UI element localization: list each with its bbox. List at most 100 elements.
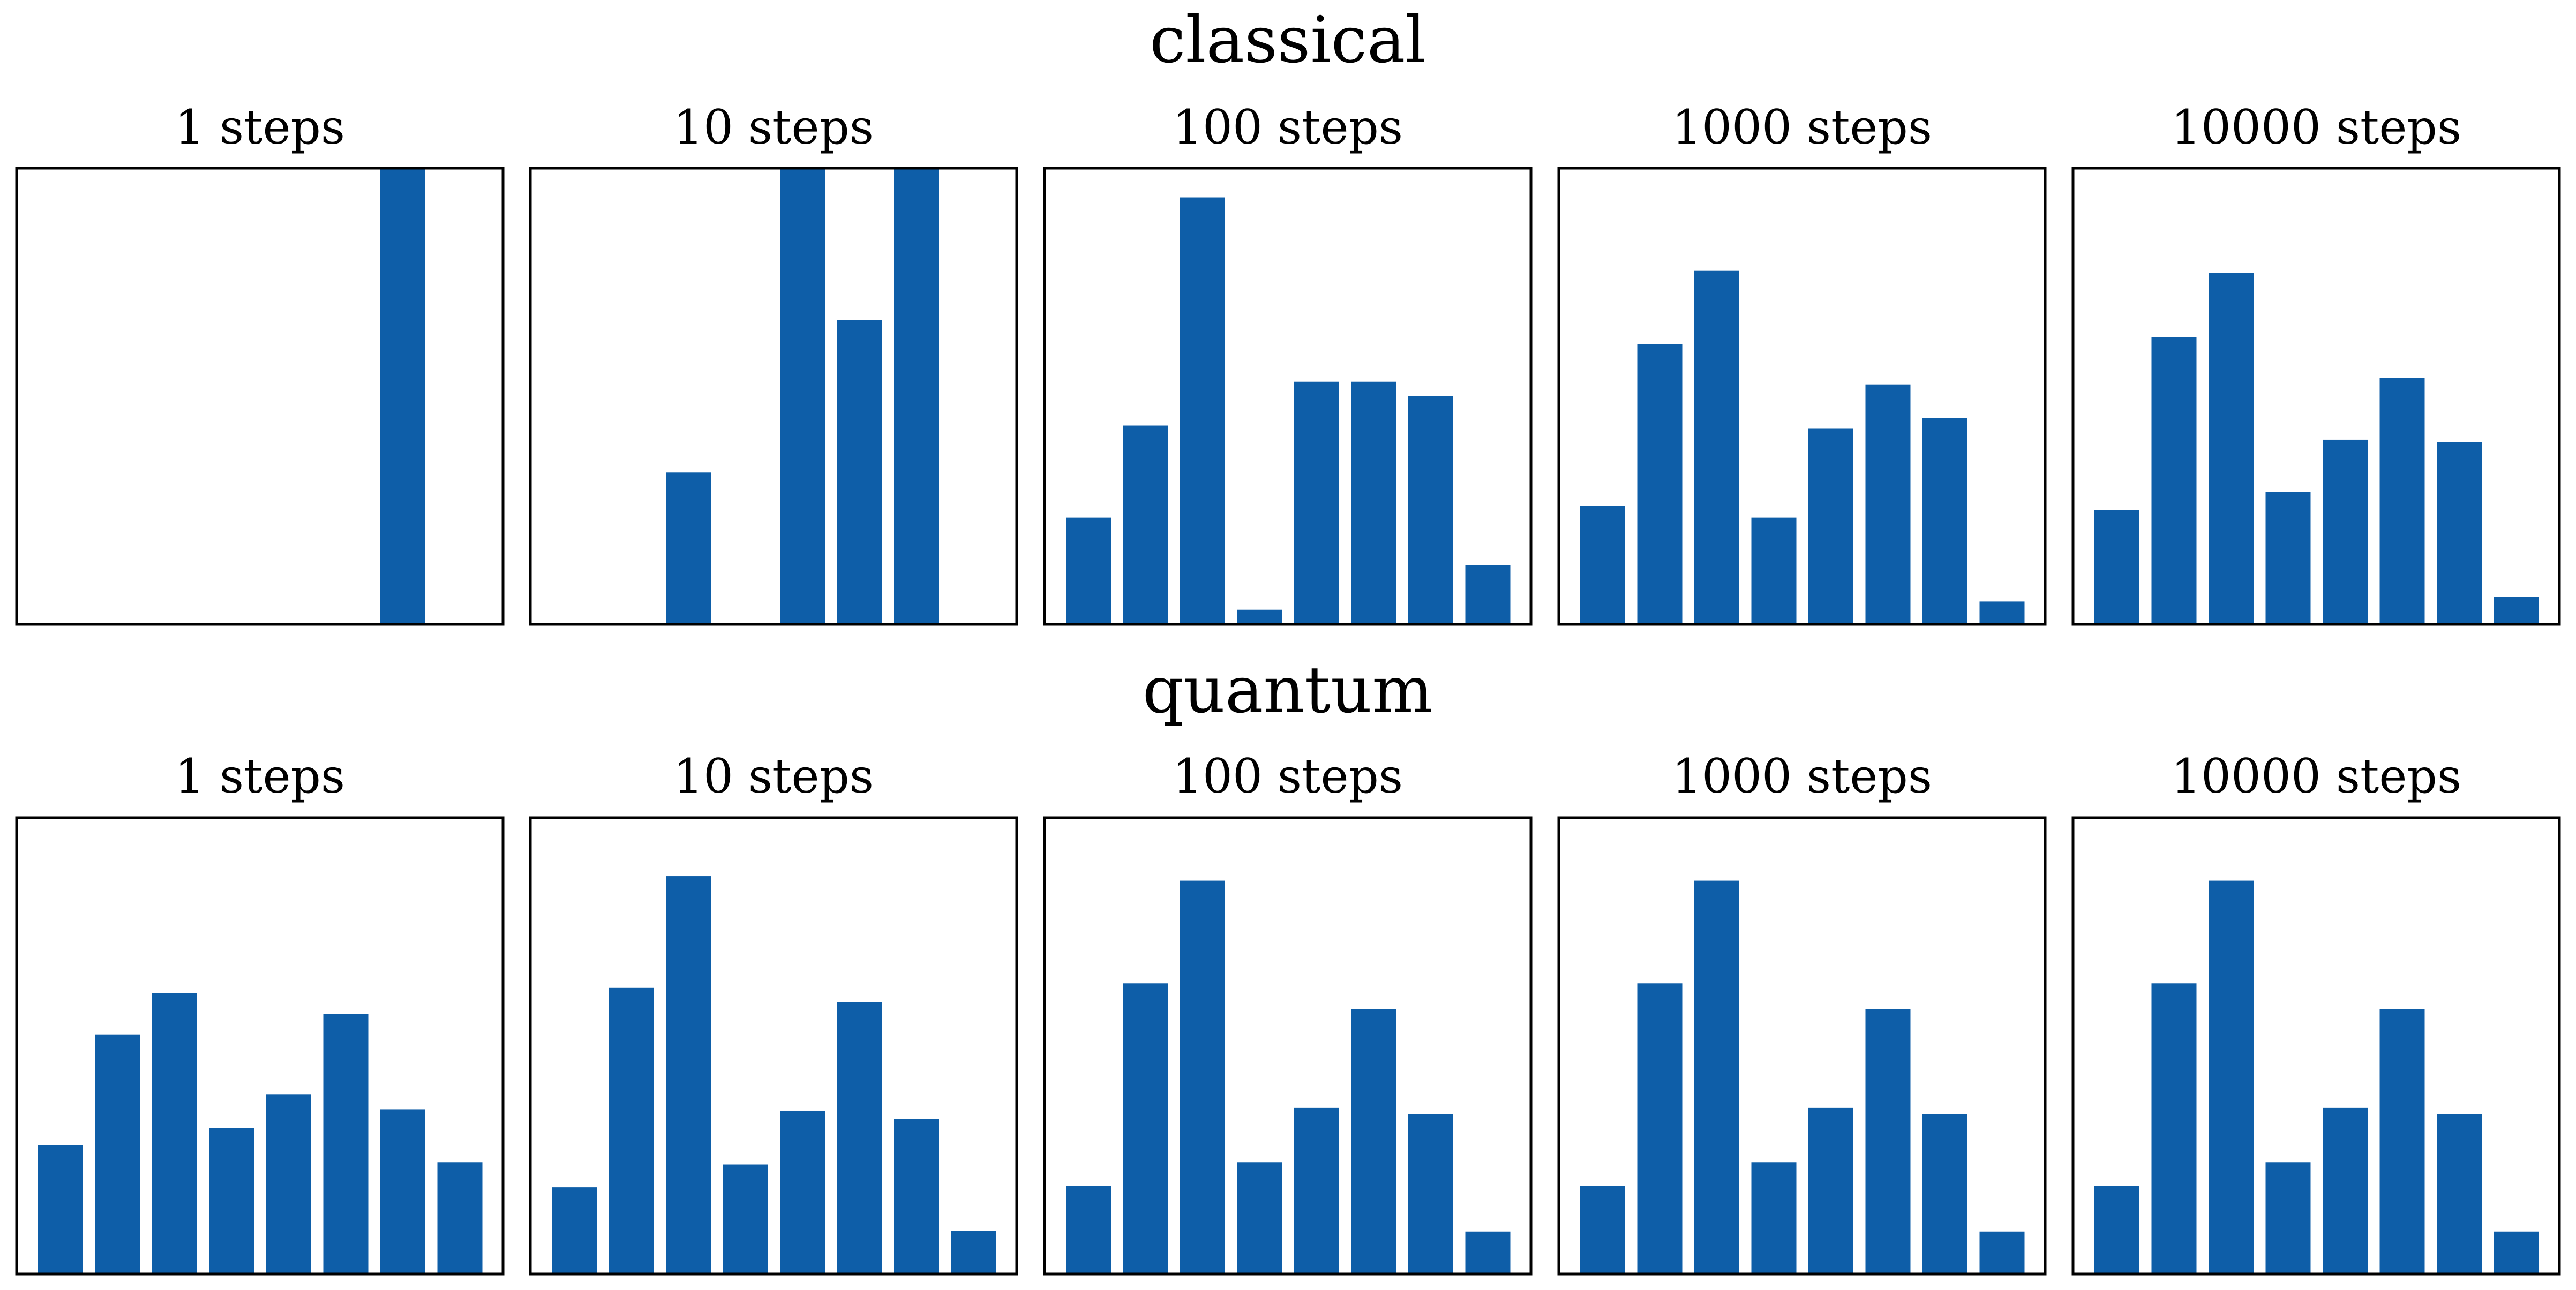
bar-7 (1408, 396, 1453, 624)
bar-3 (2209, 273, 2254, 625)
bar-8 (951, 1231, 996, 1274)
bar-2 (609, 987, 654, 1274)
bar-5 (2323, 439, 2368, 624)
panel-title: 10 steps (673, 749, 874, 804)
bar-5 (780, 1110, 825, 1274)
panel-quantum-5: 10000 steps (2071, 749, 2561, 1276)
bar-4 (1237, 609, 1282, 624)
bar-4 (723, 1164, 768, 1274)
panel-title: 10 steps (673, 100, 874, 155)
bar-5 (1808, 428, 1853, 624)
bar-8 (2494, 1231, 2539, 1274)
bar-1 (2094, 510, 2139, 624)
bar-7 (1408, 1114, 1453, 1274)
bar-7 (1922, 1114, 1967, 1274)
panel-title: 1 steps (175, 100, 345, 155)
bar-4 (1237, 1162, 1282, 1274)
panel-quantum-3: 100 steps (1043, 749, 1533, 1276)
bar-6 (2379, 378, 2425, 624)
bar-7 (380, 1109, 425, 1274)
bar-6 (1351, 381, 1396, 624)
panel-title: 10000 steps (2171, 100, 2461, 155)
bar-7 (894, 168, 939, 624)
panel-title: 1000 steps (1672, 100, 1932, 155)
bar-3 (1694, 270, 1739, 624)
bar-7 (1922, 418, 1967, 624)
bar-8 (1979, 1231, 2025, 1274)
panel-classical-4: 1000 steps (1557, 100, 2047, 626)
bar-7 (380, 168, 425, 624)
bar-6 (837, 1002, 882, 1274)
bar-3 (1180, 197, 1225, 624)
panels-layer: 1 steps 10 steps 100 steps 1000 steps 10000 … (15, 100, 2561, 1276)
panel-frame (529, 816, 1018, 1276)
bar-7 (894, 1119, 939, 1274)
panel-classical-1: 1 steps (15, 100, 505, 626)
row-title-classical: classical (1150, 3, 1426, 78)
bar-6 (1351, 1009, 1396, 1274)
bar-5 (266, 1094, 311, 1274)
panel-quantum-1: 1 steps (15, 749, 505, 1276)
panel-frame (15, 816, 505, 1276)
bar-2 (95, 1034, 140, 1274)
row-title-quantum: quantum (1143, 653, 1433, 728)
panel-frame (2071, 167, 2561, 626)
bar-1 (1066, 1186, 1111, 1274)
bar-2 (2151, 983, 2197, 1274)
bar-6 (1865, 1009, 1911, 1274)
bar-8 (1979, 601, 2025, 624)
panel-frame (1557, 816, 2047, 1276)
bar-4 (2265, 492, 2311, 624)
bar-1 (38, 1145, 83, 1274)
bar-8 (2494, 597, 2539, 624)
bar-1 (552, 1187, 597, 1274)
bar-6 (2379, 1009, 2425, 1274)
bar-5 (1294, 1107, 1339, 1274)
bar-3 (2209, 880, 2254, 1274)
bar-1 (1066, 517, 1111, 624)
bar-2 (1123, 983, 1168, 1274)
bar-4 (209, 1128, 254, 1274)
bar-1 (2094, 1186, 2139, 1274)
panel-frame (529, 167, 1018, 626)
panel-title: 1 steps (175, 749, 345, 804)
bar-8 (1465, 1231, 1511, 1274)
panel-title: 100 steps (1173, 100, 1403, 155)
bar-4 (1751, 1162, 1797, 1274)
bar-3 (666, 876, 711, 1274)
bar-8 (1465, 565, 1511, 624)
bar-4 (1751, 517, 1797, 624)
bar-6 (837, 320, 882, 624)
bar-3 (666, 472, 711, 624)
panel-frame (1043, 167, 1533, 626)
panel-quantum-2: 10 steps (529, 749, 1018, 1276)
bar-6 (323, 1014, 369, 1274)
bar-8 (437, 1162, 483, 1274)
panel-quantum-4: 1000 steps (1557, 749, 2047, 1276)
bar-3 (1180, 880, 1225, 1274)
bar-1 (1580, 506, 1625, 624)
bar-5 (1808, 1107, 1853, 1274)
bar-4 (2265, 1162, 2311, 1274)
bar-2 (1123, 425, 1168, 624)
panel-title: 1000 steps (1672, 749, 1932, 804)
bar-3 (152, 993, 197, 1274)
panel-classical-5: 10000 steps (2071, 100, 2561, 626)
bar-7 (2437, 1114, 2482, 1274)
panel-frame (15, 167, 505, 626)
panel-title: 100 steps (1173, 749, 1403, 804)
bar-2 (1637, 344, 1683, 624)
panel-frame (1043, 816, 1533, 1276)
bar-1 (1580, 1186, 1625, 1274)
bar-5 (2323, 1107, 2368, 1274)
bar-2 (1637, 983, 1683, 1274)
bar-5 (1294, 381, 1339, 624)
bar-2 (2151, 337, 2197, 624)
panel-classical-2: 10 steps (529, 100, 1018, 626)
panel-classical-3: 100 steps (1043, 100, 1533, 626)
panel-frame (2071, 816, 2561, 1276)
bar-5 (780, 168, 825, 624)
bar-3 (1694, 880, 1739, 1274)
bar-7 (2437, 442, 2482, 624)
